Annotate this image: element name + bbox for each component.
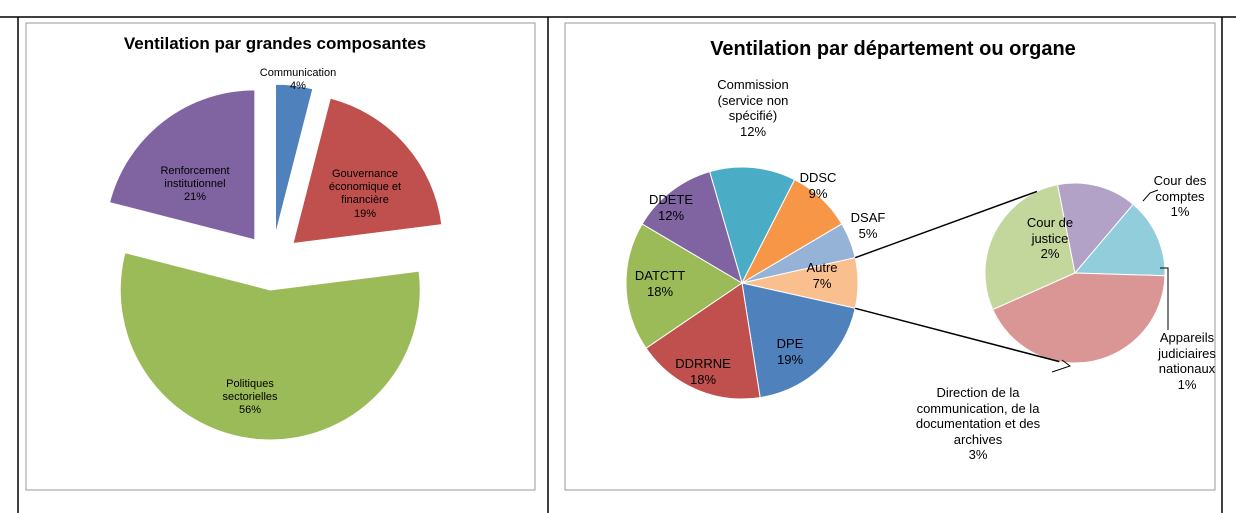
pie-slice (1057, 182, 1134, 275)
data-label: DSAF 5% (843, 210, 893, 241)
chart-border (25, 22, 536, 491)
category-label: DDETE (648, 192, 694, 207)
value-label: 18% (689, 371, 717, 387)
value-label: 9% (808, 185, 828, 201)
pie-slice (108, 89, 256, 241)
category-label: DATCTT (634, 268, 686, 283)
data-label: Commission (service non spécifié) 12% (698, 77, 808, 139)
pie-slice (645, 282, 761, 400)
data-label: DDRRNE 18% (668, 356, 738, 387)
chart-title: Ventilation par grandes composantes (123, 34, 427, 53)
category-label: Politiques sectorielles (222, 378, 278, 404)
pie-slice (709, 166, 796, 285)
value-label: 56% (238, 404, 262, 417)
chart-title: Ventilation par département ou organe (710, 38, 1076, 60)
value-label: 18% (646, 283, 674, 299)
category-label: Communication (259, 67, 337, 79)
pie-slice (275, 83, 314, 235)
value-label: 7% (812, 275, 832, 291)
pie-slice (992, 272, 1166, 364)
value-label: 19% (353, 207, 377, 220)
category-label: Cour des comptes (1153, 173, 1207, 204)
category-label: Cour de justice (1026, 215, 1074, 246)
category-label: DDRRNE (675, 356, 731, 371)
value-label: 1% (1177, 376, 1197, 392)
data-label: DDSC 9% (788, 170, 848, 201)
category-label: Autre (806, 260, 838, 275)
category-label: Gouvernance économique et financière (328, 168, 402, 207)
connector-line (854, 190, 1038, 259)
data-label: Cour de justice 2% (1020, 215, 1080, 262)
data-label: Politiques sectorielles 56% (200, 378, 300, 418)
leader-line (1142, 189, 1159, 202)
pie-slice (984, 184, 1076, 311)
data-label: Communication 4% (253, 67, 343, 93)
connector-line (855, 307, 1060, 363)
value-label: 1% (1170, 204, 1190, 220)
value-label: 12% (739, 123, 767, 139)
leader-line (1160, 267, 1169, 330)
value-label: 4% (290, 80, 306, 93)
category-label: DDSC (799, 170, 837, 185)
leader-line (1051, 359, 1072, 373)
data-label: DATCTT 18% (625, 268, 695, 299)
category-label: Renforcement institutionnel (160, 165, 230, 191)
data-label: Renforcement institutionnel 21% (145, 165, 245, 205)
data-label: Direction de la communication, de la doc… (916, 385, 1041, 463)
data-label: DDETE 12% (641, 192, 701, 223)
category-label: DSAF (850, 210, 886, 225)
category-label: Direction de la communication, de la doc… (915, 385, 1041, 447)
category-label: Commission (service non spécifié) (717, 77, 789, 124)
value-label: 21% (183, 191, 207, 204)
data-label: DPE 19% (760, 336, 820, 367)
value-label: 2% (1040, 246, 1060, 262)
value-label: 3% (968, 447, 988, 463)
data-label: Appareils judiciaires nationaux 1% (1142, 330, 1232, 392)
data-label: Cour des comptes 1% (1145, 173, 1215, 220)
category-label: Appareils judiciaires nationaux (1158, 330, 1216, 377)
category-label: DPE (776, 336, 804, 351)
data-label: Gouvernance économique et financière 19% (315, 168, 415, 221)
value-label: 12% (657, 207, 685, 223)
value-label: 5% (858, 225, 878, 241)
data-label: Autre 7% (792, 260, 852, 291)
pie-slice (741, 282, 856, 399)
pie-slice (1073, 203, 1166, 277)
pie-slice (641, 170, 743, 285)
pie-slice (119, 252, 421, 441)
value-label: 19% (776, 351, 804, 367)
chart-border (564, 22, 1216, 491)
pie-slice (625, 223, 743, 349)
pie-slice (292, 97, 443, 245)
